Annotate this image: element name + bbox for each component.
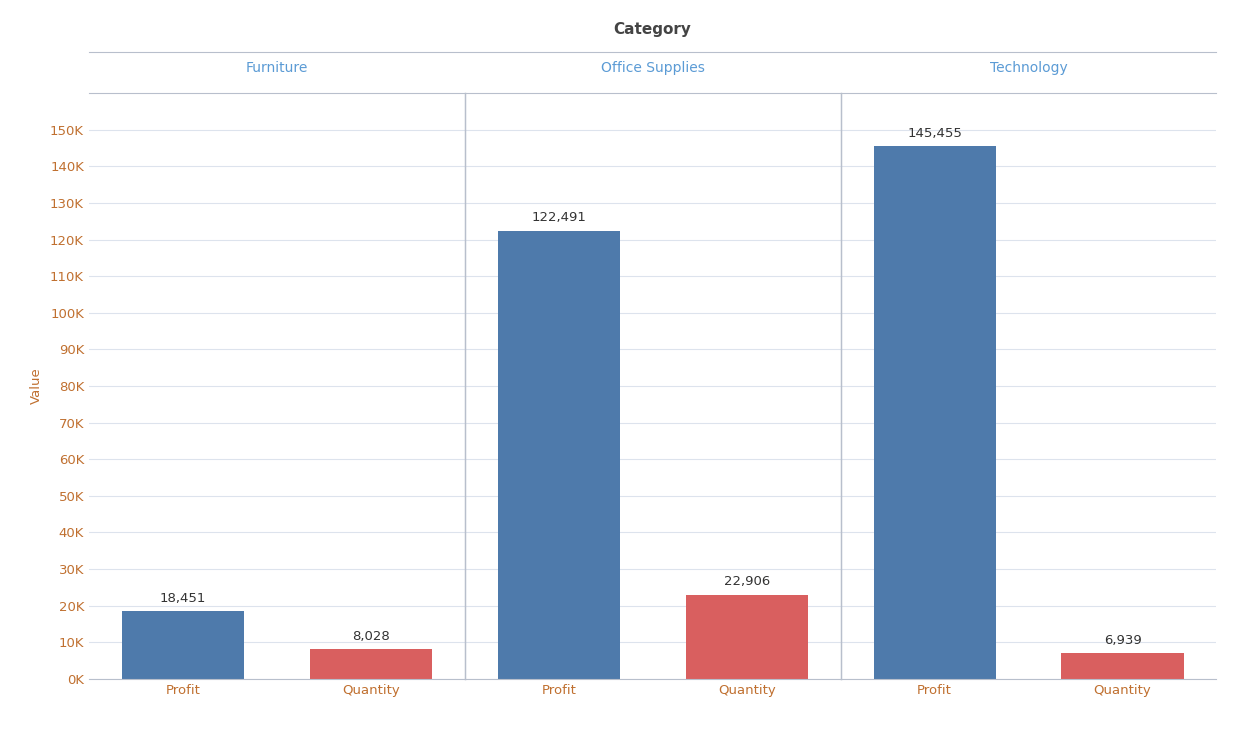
Text: Office Supplies: Office Supplies [600,60,705,75]
Y-axis label: Value: Value [30,368,43,404]
Text: Furniture: Furniture [246,60,308,75]
Bar [873,146,995,679]
Bar [310,650,432,679]
Bar [685,595,808,679]
Text: 6,939: 6,939 [1104,634,1141,647]
Text: Technology: Technology [989,60,1067,75]
Text: 18,451: 18,451 [159,592,206,605]
Text: 145,455: 145,455 [908,127,962,140]
Text: 8,028: 8,028 [352,630,390,643]
Bar [1061,653,1183,679]
Text: 22,906: 22,906 [724,575,769,589]
Text: 122,491: 122,491 [531,211,587,224]
Bar [498,231,620,679]
Text: Category: Category [613,22,692,37]
Bar [122,611,245,679]
